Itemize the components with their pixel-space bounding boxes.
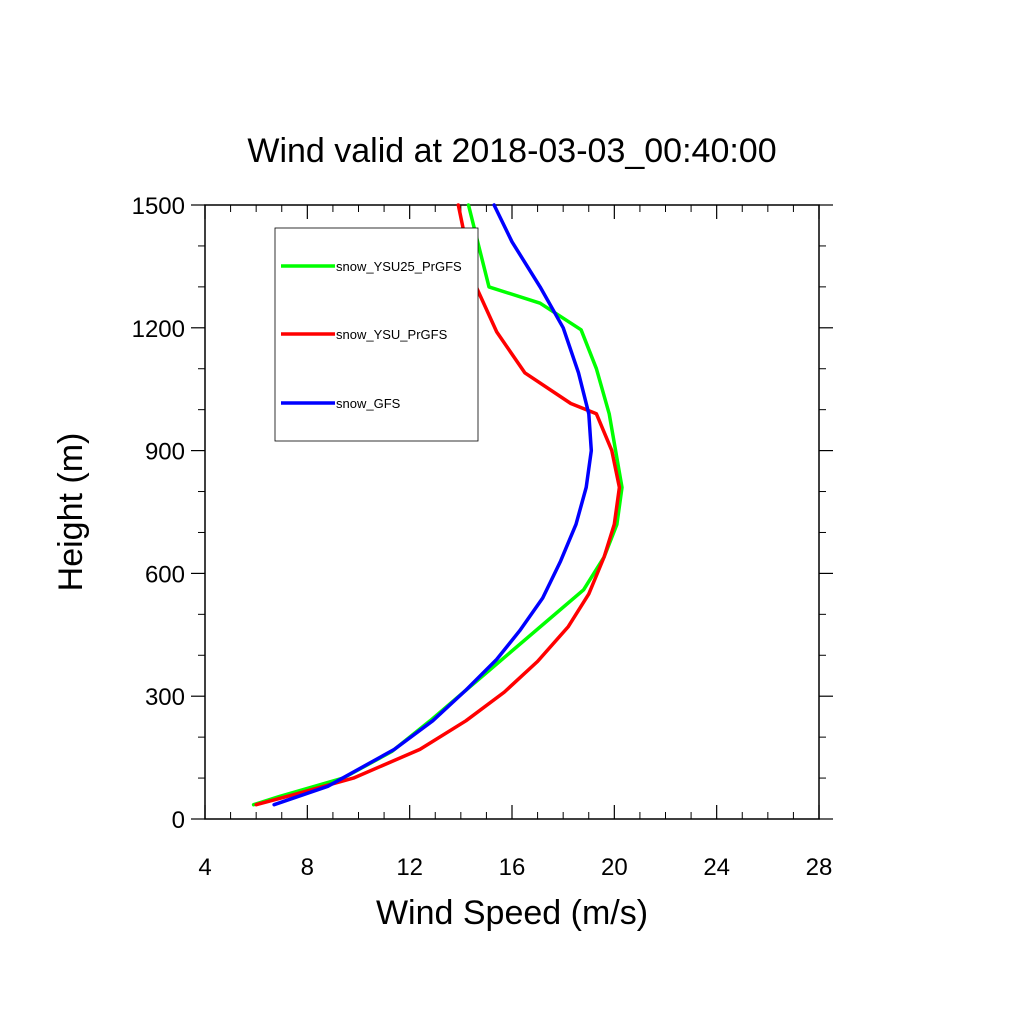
x-axis-label: Wind Speed (m/s) — [376, 894, 648, 932]
y-tick-label: 900 — [145, 439, 185, 466]
legend-label: snow_GFS — [336, 396, 401, 411]
x-tick-label: 12 — [396, 854, 423, 881]
data-series — [251, 203, 624, 807]
series-line-snow_YSU_PrGFS — [254, 203, 622, 807]
chart-title: Wind valid at 2018-03-03_00:40:00 — [247, 132, 776, 170]
x-tick-label: 8 — [301, 854, 314, 881]
x-tick-label: 24 — [703, 854, 730, 881]
x-tick-label: 4 — [198, 854, 211, 881]
y-tick-label: 0 — [172, 807, 185, 834]
axis-tick-labels: 4 8 12 16 20 24 28 0 300 600 900 1200 1500 — [132, 193, 833, 881]
legend-label: snow_YSU25_PrGFS — [336, 259, 462, 274]
y-tick-label: 1500 — [132, 193, 185, 220]
axis-ticks — [191, 204, 833, 820]
x-tick-label: 28 — [806, 854, 833, 881]
x-tick-label: 16 — [499, 854, 526, 881]
legend-label: snow_YSU_PrGFS — [336, 327, 448, 342]
y-axis-label: Height (m) — [52, 433, 90, 592]
y-tick-label: 300 — [145, 684, 185, 711]
plot-area: 4 8 12 16 20 24 28 0 300 600 900 1200 1500 — [132, 193, 833, 881]
series-line-snow_GFS — [272, 203, 594, 807]
y-tick-label: 1200 — [132, 316, 185, 343]
y-tick-label: 600 — [145, 561, 185, 588]
x-tick-label: 20 — [601, 854, 628, 881]
legend: snow_YSU25_PrGFS snow_YSU_PrGFS snow_GFS — [274, 227, 479, 442]
